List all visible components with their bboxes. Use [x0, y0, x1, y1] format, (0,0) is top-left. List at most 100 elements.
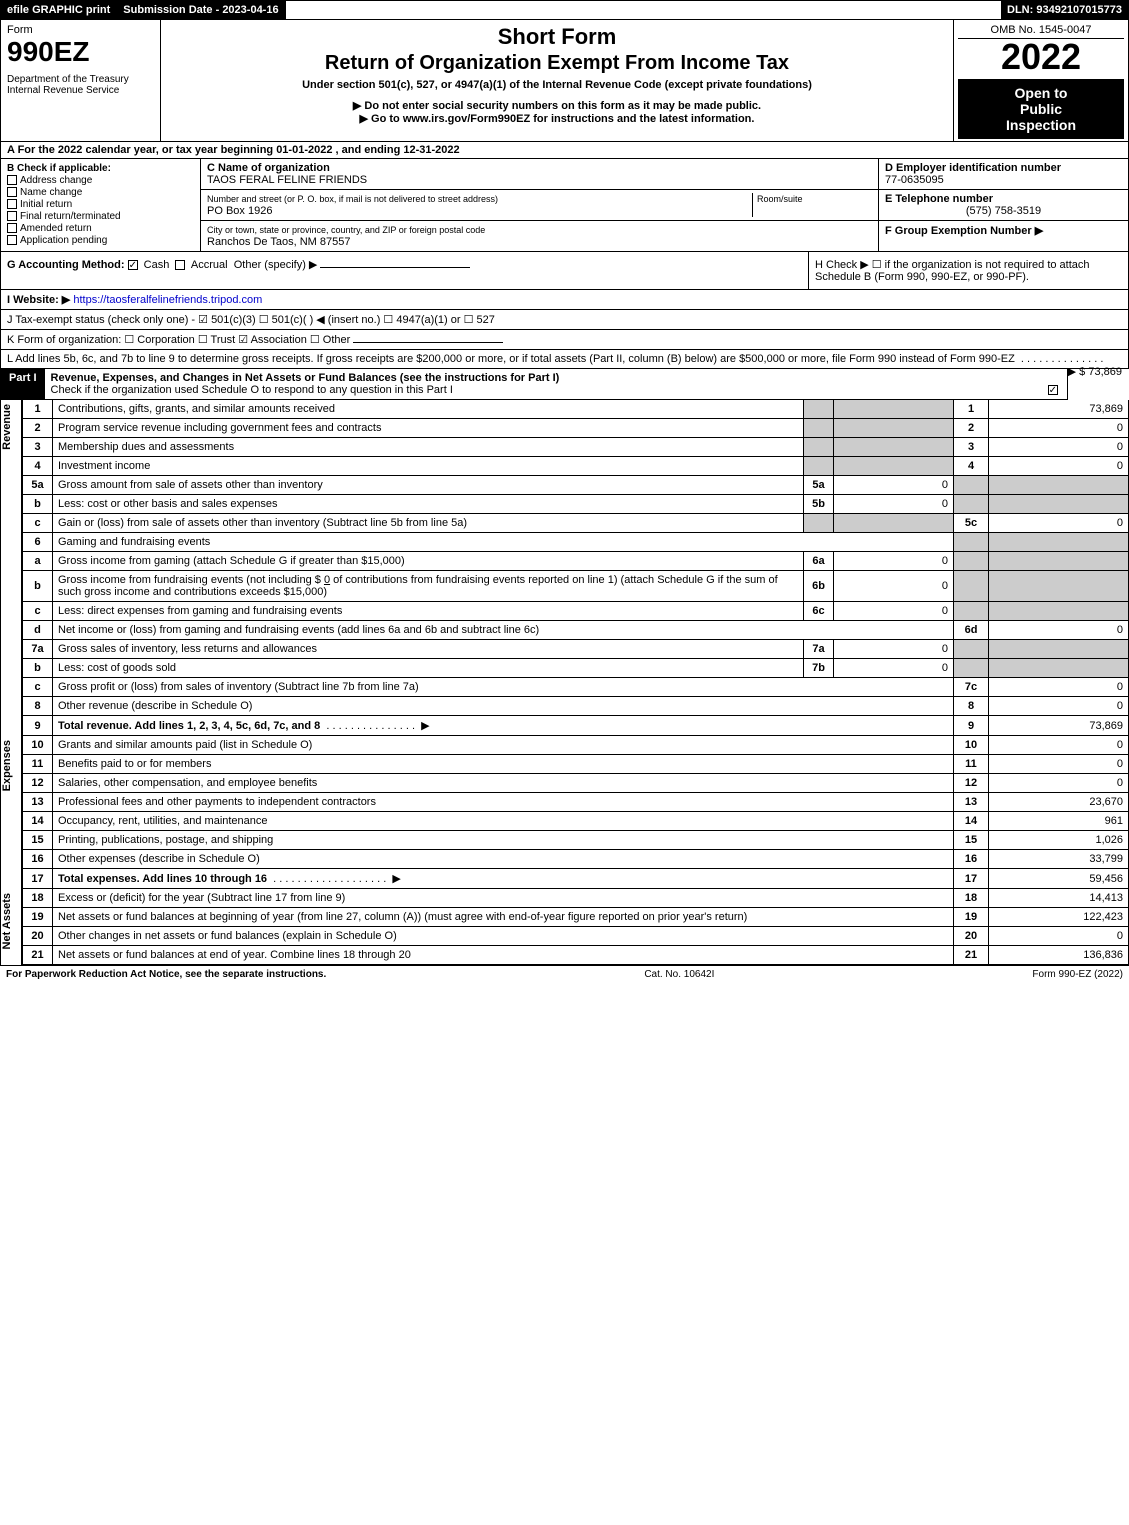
irs-link[interactable]: ▶ Go to www.irs.gov/Form990EZ for instru… [167, 112, 947, 125]
expenses-table: 10Grants and similar amounts paid (list … [22, 736, 1129, 889]
line-17: 17Total expenses. Add lines 10 through 1… [23, 869, 1129, 889]
expenses-container: Expenses 10Grants and similar amounts pa… [0, 736, 1129, 889]
line-16: 16Other expenses (describe in Schedule O… [23, 850, 1129, 869]
info-block: B Check if applicable: Address change Na… [0, 159, 1129, 252]
chk-initial-return[interactable]: Initial return [7, 199, 194, 210]
line-7b: bLess: cost of goods sold7b0 [23, 659, 1129, 678]
chk-schedule-o[interactable] [1048, 385, 1058, 395]
ssn-warning: ▶ Do not enter social security numbers o… [167, 99, 947, 112]
part1-header: Part I Revenue, Expenses, and Changes in… [0, 369, 1068, 400]
c-name-lbl: C Name of organization [207, 162, 330, 174]
efile-header-bar: efile GRAPHIC print Submission Date - 20… [0, 0, 1129, 20]
city-lbl: City or town, state or province, country… [207, 225, 485, 235]
row-i-website: I Website: ▶ https://taosferalfelinefrie… [0, 290, 1129, 310]
subtitle: Under section 501(c), 527, or 4947(a)(1)… [167, 79, 947, 91]
line-9: 9Total revenue. Add lines 1, 2, 3, 4, 5c… [23, 716, 1129, 736]
section-b: B Check if applicable: Address change Na… [1, 159, 201, 251]
line-20: 20Other changes in net assets or fund ba… [23, 927, 1129, 946]
line-14: 14Occupancy, rent, utilities, and mainte… [23, 812, 1129, 831]
line-5a: 5aGross amount from sale of assets other… [23, 476, 1129, 495]
line-6d: dNet income or (loss) from gaming and fu… [23, 621, 1129, 640]
city: Ranchos De Taos, NM 87557 [207, 236, 351, 248]
row-a-taxyear: A For the 2022 calendar year, or tax yea… [0, 142, 1129, 159]
chk-cash[interactable] [128, 260, 138, 270]
line-5b: bLess: cost or other basis and sales exp… [23, 495, 1129, 514]
chk-application-pending[interactable]: Application pending [7, 235, 194, 246]
city-row: City or town, state or province, country… [201, 221, 878, 251]
other-specify-line[interactable] [320, 267, 470, 268]
footer-left: For Paperwork Reduction Act Notice, see … [6, 969, 326, 980]
line-1: 1Contributions, gifts, grants, and simil… [23, 400, 1129, 419]
footer-catno: Cat. No. 10642I [644, 969, 714, 980]
i-lbl: I Website: ▶ [7, 294, 70, 306]
form-id-cell: Form 990EZ Department of the Treasury In… [1, 20, 161, 141]
street-lbl: Number and street (or P. O. box, if mail… [207, 194, 498, 204]
other-org-line[interactable] [353, 342, 503, 343]
line-21: 21Net assets or fund balances at end of … [23, 946, 1129, 965]
chk-final-return[interactable]: Final return/terminated [7, 211, 194, 222]
lines-container: Revenue 1Contributions, gifts, grants, a… [0, 400, 1129, 736]
street-row: Number and street (or P. O. box, if mail… [201, 190, 878, 221]
ein: 77-0635095 [885, 174, 944, 186]
ein-row: D Employer identification number 77-0635… [879, 159, 1128, 190]
street: PO Box 1926 [207, 205, 272, 217]
page-footer: For Paperwork Reduction Act Notice, see … [0, 965, 1129, 983]
g-lbl: G Accounting Method: [7, 259, 125, 271]
chk-accrual[interactable] [175, 260, 185, 270]
section-h: H Check ▶ ☐ if the organization is not r… [808, 252, 1128, 289]
section-c: C Name of organization TAOS FERAL FELINE… [201, 159, 878, 251]
gh-block: G Accounting Method: Cash Accrual Other … [0, 252, 1129, 290]
netassets-container: Net Assets 18Excess or (deficit) for the… [0, 889, 1129, 965]
side-netassets: Net Assets [0, 889, 22, 965]
part1-badge: Part I [1, 369, 45, 399]
line-11: 11Benefits paid to or for members110 [23, 755, 1129, 774]
line-6: 6Gaming and fundraising events [23, 533, 1129, 552]
submission-date: Submission Date - 2023-04-16 [117, 1, 285, 19]
line-8: 8Other revenue (describe in Schedule O)8… [23, 697, 1129, 716]
title-block: Form 990EZ Department of the Treasury In… [0, 20, 1129, 142]
tel-row: E Telephone number (575) 758-3519 [879, 190, 1128, 221]
revenue-table: 1Contributions, gifts, grants, and simil… [22, 400, 1129, 736]
form-label: Form [7, 24, 154, 36]
main-title: Return of Organization Exempt From Incom… [167, 52, 947, 75]
line-6a: aGross income from gaming (attach Schedu… [23, 552, 1129, 571]
org-name-row: C Name of organization TAOS FERAL FELINE… [201, 159, 878, 190]
chk-address-change[interactable]: Address change [7, 175, 194, 186]
line-10: 10Grants and similar amounts paid (list … [23, 736, 1129, 755]
l-amount: ▶ $ 73,869 [1068, 365, 1122, 378]
line-18: 18Excess or (deficit) for the year (Subt… [23, 889, 1129, 908]
line-5c: cGain or (loss) from sale of assets othe… [23, 514, 1129, 533]
ein-lbl: D Employer identification number [885, 162, 1061, 174]
chk-amended-return[interactable]: Amended return [7, 223, 194, 234]
website-link[interactable]: https://taosferalfelinefriends.tripod.co… [73, 294, 262, 306]
line-19: 19Net assets or fund balances at beginni… [23, 908, 1129, 927]
line-4: 4Investment income40 [23, 457, 1129, 476]
section-g: G Accounting Method: Cash Accrual Other … [1, 252, 808, 289]
irs-label: Internal Revenue Service [7, 85, 154, 96]
line-12: 12Salaries, other compensation, and empl… [23, 774, 1129, 793]
h-text: H Check ▶ ☐ if the organization is not r… [815, 259, 1090, 283]
line-2: 2Program service revenue including gover… [23, 419, 1129, 438]
l-text: L Add lines 5b, 6c, and 7b to line 9 to … [7, 353, 1015, 365]
tel-lbl: E Telephone number [885, 193, 993, 205]
short-form-title: Short Form [167, 24, 947, 50]
footer-formno: Form 990-EZ (2022) [1032, 969, 1123, 980]
side-expenses: Expenses [0, 736, 22, 889]
row-l-gross-receipts: L Add lines 5b, 6c, and 7b to line 9 to … [0, 350, 1129, 369]
row-k-form-of-org: K Form of organization: ☐ Corporation ☐ … [0, 330, 1129, 350]
line-15: 15Printing, publications, postage, and s… [23, 831, 1129, 850]
tax-year: 2022 [958, 39, 1124, 75]
side-revenue: Revenue [0, 400, 22, 736]
open-to-public: Open to Public Inspection [958, 79, 1124, 139]
chk-name-change[interactable]: Name change [7, 187, 194, 198]
section-def: D Employer identification number 77-0635… [878, 159, 1128, 251]
part1-title: Revenue, Expenses, and Changes in Net As… [45, 369, 1067, 399]
group-exemption-row: F Group Exemption Number ▶ [879, 221, 1128, 240]
efile-print[interactable]: efile GRAPHIC print [1, 1, 117, 19]
line-7a: 7aGross sales of inventory, less returns… [23, 640, 1129, 659]
b-header: B Check if applicable: [7, 163, 111, 174]
line-6b: bGross income from fundraising events (n… [23, 571, 1129, 602]
line-7c: cGross profit or (loss) from sales of in… [23, 678, 1129, 697]
title-center: Short Form Return of Organization Exempt… [161, 20, 953, 141]
line-3: 3Membership dues and assessments30 [23, 438, 1129, 457]
